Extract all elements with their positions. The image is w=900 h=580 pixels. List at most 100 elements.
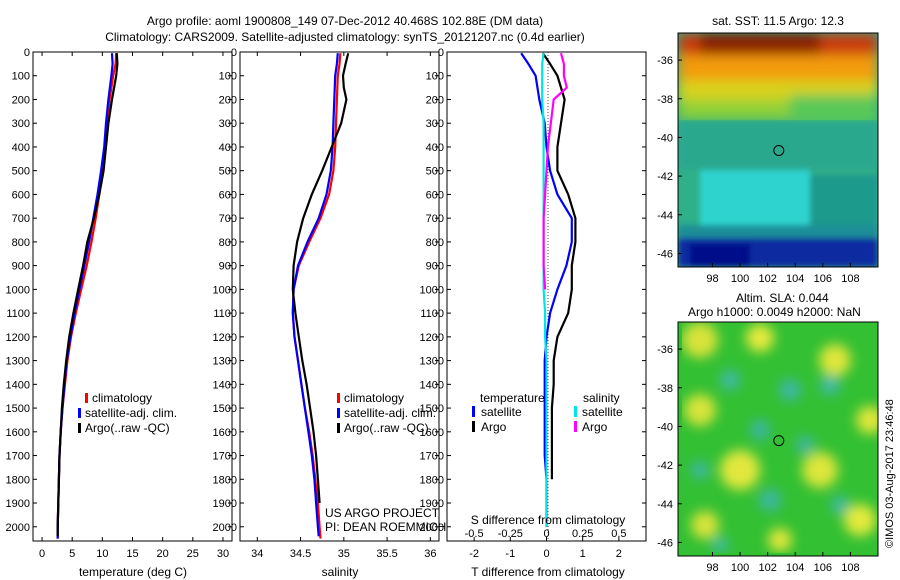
sla-map-ticks: 98 100 102 104 106 108 -36 -38 -40 -42 -44 -46 [657, 344, 859, 574]
salinity-ticks: 0 100 200 300 400 500 600 700 800 900 1000 1100 1200… [213, 47, 439, 560]
legend-title-temperature: temperature [480, 391, 545, 405]
depth-tick-label: 400 [426, 142, 444, 154]
depth-tick-label: 1500 [6, 403, 30, 415]
x-tick-label: 35.5 [376, 548, 397, 560]
depth-tick-label: 1400 [213, 379, 237, 391]
depth-tick-label: 900 [426, 261, 444, 273]
depth-tick-label: 1300 [6, 356, 30, 368]
legend-swatch-t-argo [472, 421, 475, 432]
depth-tick-label: 300 [12, 118, 30, 130]
depth-tick-label: 1800 [6, 474, 30, 486]
x-tick-label: 5 [69, 548, 75, 560]
map-y-tick-label: -44 [657, 499, 673, 511]
legend-swatch-climatology [85, 393, 88, 403]
legend-label-climatology: climatology [344, 391, 404, 405]
x-tick-label: 30 [217, 548, 229, 560]
depth-tick-label: 400 [12, 142, 30, 154]
legend-label-s-satellite: satellite [582, 405, 623, 419]
map-y-tick-label: -38 [657, 94, 673, 106]
series-line-argo-raw-qc- [291, 52, 350, 504]
depth-tick-label: 1100 [420, 308, 444, 320]
imos-credit: ©IMOS 03-Aug-2017 23:46:48 [884, 399, 896, 548]
legend-label-s-argo: Argo [582, 420, 608, 434]
depth-tick-label: 900 [12, 261, 30, 273]
s-diff-tick-label: 0.5 [611, 528, 626, 540]
depth-tick-label: 600 [426, 189, 444, 201]
sst-map-title: sat. SST: 11.5 Argo: 12.3 [712, 14, 844, 28]
depth-tick-label: 100 [426, 71, 444, 83]
depth-tick-label: 800 [12, 237, 30, 249]
salinity-panel: 0100200300400500600700800900100011001200… [213, 47, 447, 579]
depth-tick-label: 1100 [213, 308, 237, 320]
depth-tick-label: 1200 [6, 332, 30, 344]
depth-tick-label: 1800 [420, 474, 444, 486]
x-tick-label: 10 [96, 548, 108, 560]
depth-tick-label: 1200 [420, 332, 444, 344]
map-x-tick-label: 104 [786, 562, 804, 574]
difference-legend: temperature salinity satellite Argo sate… [472, 391, 623, 434]
depth-tick-label: 400 [219, 142, 237, 154]
t-diff-tick-label: -2 [469, 548, 479, 560]
salinity-xlabel: salinity [322, 565, 359, 579]
depth-tick-label: 1200 [213, 332, 237, 344]
depth-tick-label: 300 [219, 118, 237, 130]
depth-tick-label: 1000 [6, 284, 30, 296]
x-tick-label: 20 [157, 548, 169, 560]
sla-map: Altim. SLA: 0.044 Argo h1000: 0.0049 h20… [657, 291, 879, 574]
diff-line-temperature-argo [541, 52, 577, 480]
pi-label: PI: DEAN ROEMMICH [325, 520, 446, 534]
depth-tick-label: 800 [219, 237, 237, 249]
depth-tick-label: 0 [438, 47, 444, 59]
depth-tick-label: 500 [219, 166, 237, 178]
depth-tick-label: 500 [426, 166, 444, 178]
map-y-tick-label: -46 [657, 248, 673, 260]
sst-argo-marker [773, 145, 785, 156]
salinity-legend: climatology satellite-adj. clim. Argo(..… [337, 391, 436, 435]
depth-tick-label: 1900 [420, 498, 444, 510]
project-label: US ARGO PROJECT [325, 506, 440, 520]
depth-tick-label: 1500 [213, 403, 237, 415]
salinity-axes-box [239, 51, 440, 542]
figure-title: Argo profile: aoml 1900808_149 07-Dec-20… [147, 14, 543, 28]
s-diff-tick-label: 0 [543, 528, 549, 540]
depth-tick-label: 1300 [213, 356, 237, 368]
map-y-tick-label: -36 [657, 344, 673, 356]
depth-tick-label: 600 [12, 189, 30, 201]
depth-tick-label: 1100 [6, 308, 30, 320]
legend-swatch-satellite [78, 408, 81, 418]
x-tick-label: 35 [338, 548, 350, 560]
depth-tick-label: 700 [219, 213, 237, 225]
depth-tick-label: 1400 [6, 379, 30, 391]
map-x-tick-label: 100 [731, 562, 749, 574]
legend-label-satellite: satellite-adj. clim. [344, 406, 436, 420]
depth-tick-label: 300 [426, 118, 444, 130]
temperature-legend: climatology satellite-adj. clim. Argo(..… [78, 391, 177, 435]
depth-tick-label: 900 [219, 261, 237, 273]
depth-tick-label: 0 [24, 47, 30, 59]
legend-swatch-s-argo [574, 421, 577, 432]
map-x-tick-label: 108 [841, 273, 859, 285]
diff-line-salinity-argo [542, 52, 568, 290]
s-diff-tick-label: -0.5 [465, 528, 484, 540]
map-y-tick-label: -42 [657, 171, 673, 183]
t-diff-tick-label: 1 [580, 548, 586, 560]
sst-image [678, 33, 878, 267]
depth-tick-label: 1700 [213, 451, 237, 463]
depth-tick-label: 200 [426, 94, 444, 106]
depth-tick-label: 2000 [6, 522, 30, 534]
temperature-xlabel: temperature (deg C) [79, 565, 187, 579]
map-x-tick-label: 102 [758, 273, 776, 285]
depth-tick-label: 2000 [420, 522, 444, 534]
series-line-argo-raw-qc- [56, 53, 119, 537]
depth-tick-label: 1600 [420, 427, 444, 439]
difference-series [520, 52, 577, 527]
map-y-tick-label: -42 [657, 460, 673, 472]
series-line-satellite-adj-clim- [291, 53, 339, 537]
depth-tick-label: 0 [231, 47, 237, 59]
x-tick-label: 0 [39, 548, 45, 560]
map-y-tick-label: -44 [657, 210, 673, 222]
map-x-tick-label: 106 [814, 273, 832, 285]
salinity-series [291, 52, 350, 539]
depth-tick-label: 1600 [6, 427, 30, 439]
